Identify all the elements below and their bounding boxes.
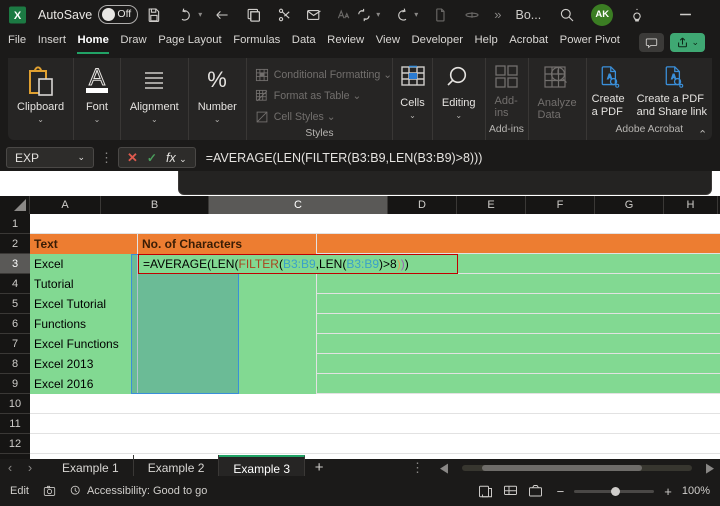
svg-text:A: A — [89, 65, 105, 91]
svg-text:%: % — [207, 67, 227, 92]
svg-text:X: X — [14, 10, 22, 22]
